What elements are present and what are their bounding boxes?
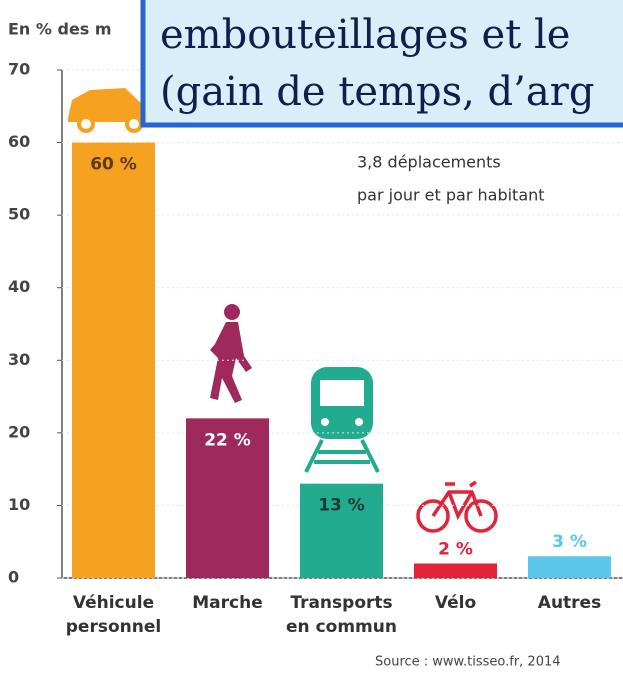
y-tick-label: 10 — [8, 495, 30, 514]
value-label: 3 % — [552, 532, 587, 552]
x-tick-label: Marche — [192, 593, 262, 613]
y-tick-label: 50 — [8, 205, 30, 224]
overlay-text: (gain de temps, d’arg — [160, 69, 594, 115]
y-axis-label: En % des m — [8, 20, 112, 39]
x-tick-label: Véhicule personnel — [66, 593, 161, 637]
x-tick-label: Autres — [538, 593, 601, 613]
overlay-text: embouteillages et le — [160, 12, 570, 58]
annotation: 3,8 déplacements — [357, 153, 501, 172]
train-icon — [304, 367, 380, 473]
y-tick-label: 30 — [8, 350, 30, 369]
bar — [72, 142, 155, 579]
value-label: 22 % — [204, 430, 251, 450]
walker-icon — [210, 304, 252, 403]
car-icon — [68, 88, 152, 133]
x-tick-label: Vélo — [435, 593, 476, 613]
bike-icon — [416, 480, 498, 533]
annotation: par jour et par habitant — [357, 186, 545, 205]
value-label: 2 % — [438, 539, 473, 559]
value-label: 13 % — [318, 496, 365, 516]
y-tick-label: 40 — [8, 277, 30, 296]
bar — [186, 418, 269, 578]
value-label: 60 % — [90, 155, 137, 175]
y-tick-label: 20 — [8, 422, 30, 441]
bar — [414, 563, 497, 578]
overlay-box: embouteillages et le (gain de temps, d’a… — [140, 0, 623, 128]
y-tick-label: 60 — [8, 132, 30, 151]
bar — [300, 483, 383, 578]
source: Source : www.tisseo.fr, 2014 — [375, 655, 561, 670]
y-tick-label: 70 — [8, 60, 30, 79]
y-tick-label: 0 — [8, 568, 19, 587]
x-tick-label: Transports en commun — [286, 593, 397, 637]
bar — [528, 556, 611, 578]
